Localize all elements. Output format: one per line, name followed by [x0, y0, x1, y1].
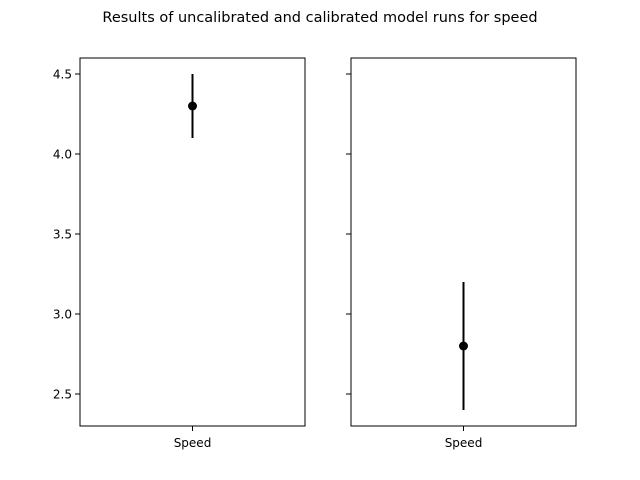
- data-point: [459, 341, 468, 351]
- figure-title: Results of uncalibrated and calibrated m…: [102, 10, 537, 26]
- data-point: [188, 101, 197, 111]
- x-tick-label: Speed: [174, 436, 212, 450]
- y-tick-label: 3.5: [53, 228, 72, 242]
- axes-panel-2: Speed: [346, 57, 577, 450]
- x-tick-label: Speed: [445, 436, 483, 450]
- y-tick-label: 4.5: [53, 68, 72, 82]
- y-tick-label: 4.0: [53, 148, 72, 162]
- y-tick-label: 2.5: [53, 388, 72, 402]
- y-tick-label: 3.0: [53, 308, 72, 322]
- axes-panel-1: 2.5 3.0 3.5 4.0 4.5 Speed: [53, 57, 306, 450]
